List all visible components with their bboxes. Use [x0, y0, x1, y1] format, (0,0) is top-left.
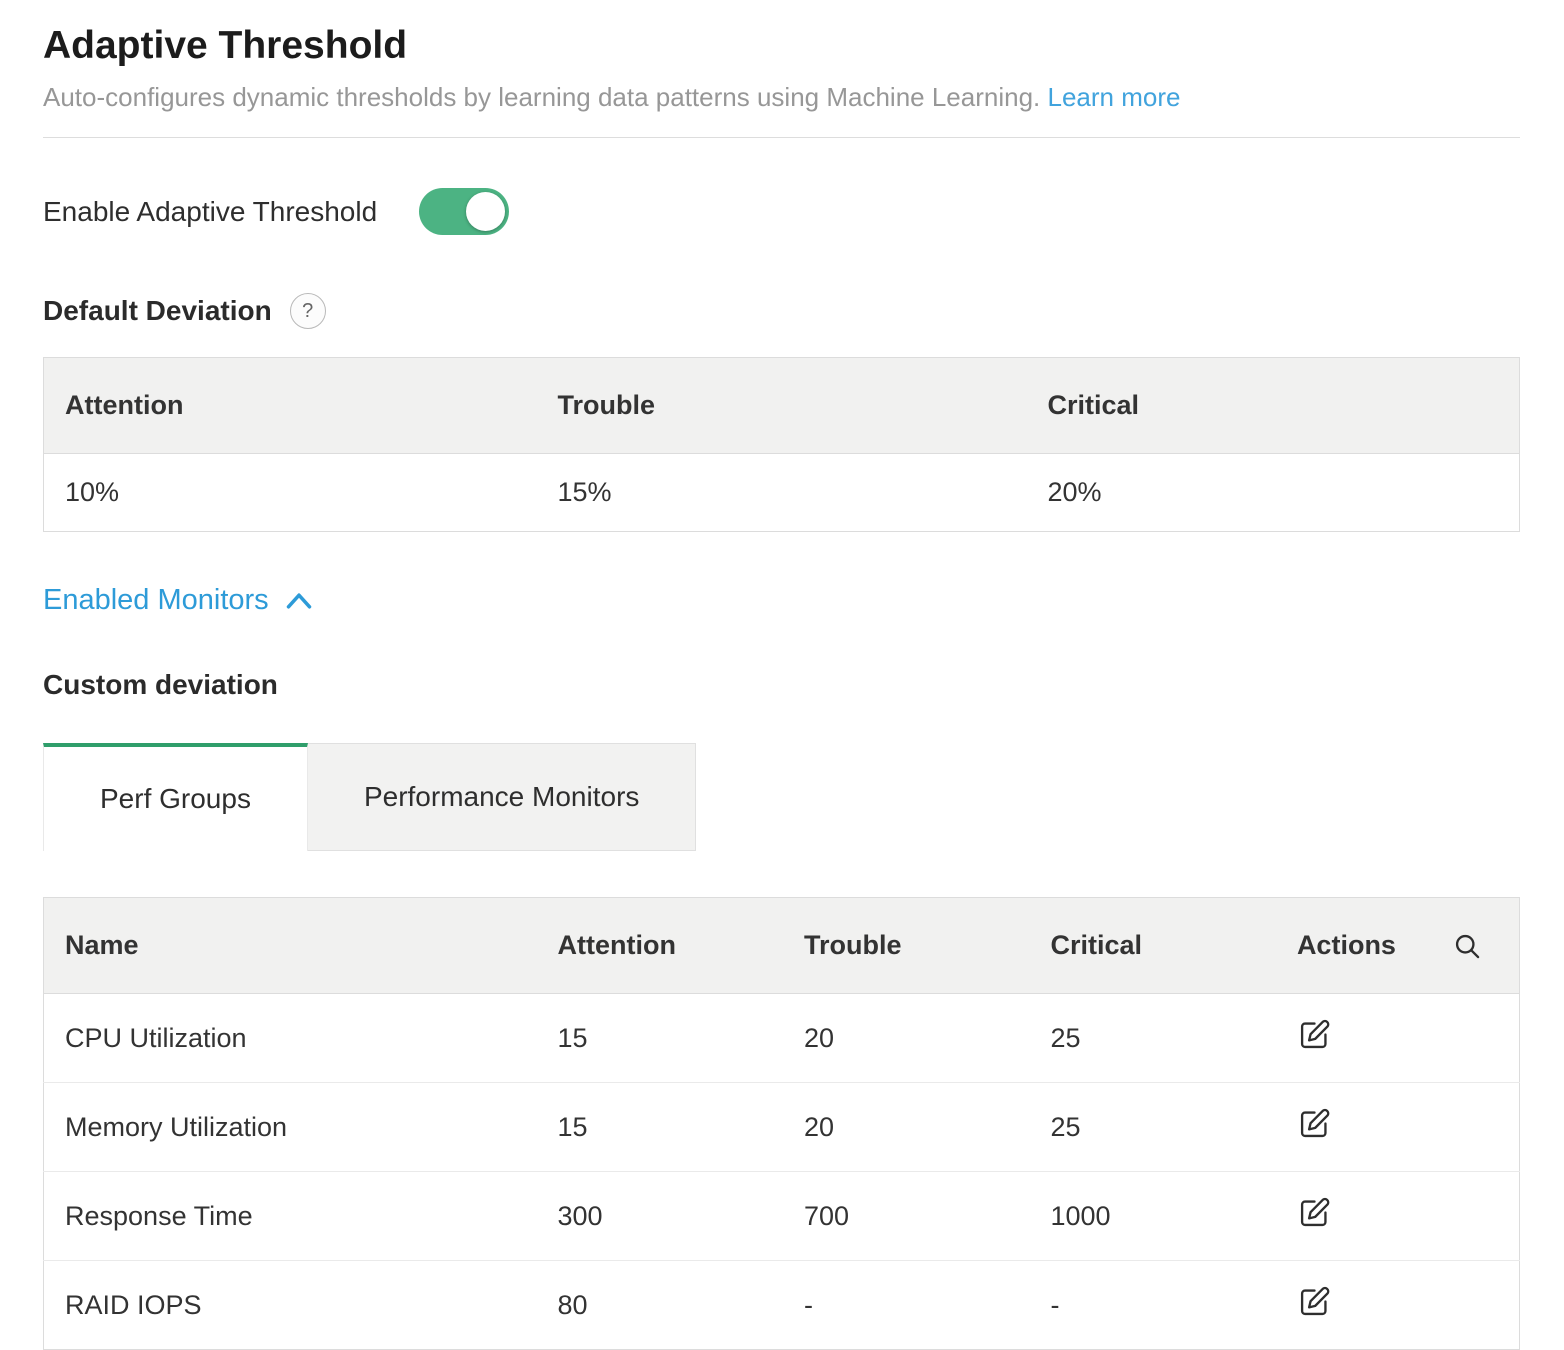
edit-icon[interactable]: [1297, 1195, 1332, 1230]
column-header-attention: Attention: [43, 357, 537, 454]
edit-icon[interactable]: [1297, 1017, 1332, 1052]
enable-toggle-row: Enable Adaptive Threshold: [43, 188, 1520, 235]
column-header-attention: Attention: [536, 897, 783, 994]
attention-value: 15: [536, 993, 783, 1083]
table-row: Response Time 300 700 1000: [43, 1171, 1520, 1261]
default-deviation-values-row: 10% 15% 20%: [43, 453, 1520, 532]
critical-value: 25: [1029, 993, 1276, 1083]
chevron-up-icon: [285, 590, 313, 612]
tab-performance-monitors[interactable]: Performance Monitors: [307, 743, 697, 851]
table-row: CPU Utilization 15 20 25: [43, 993, 1520, 1083]
trouble-value: 20: [782, 1082, 1030, 1172]
attention-value: 10%: [43, 453, 537, 532]
trouble-value: 700: [782, 1171, 1030, 1261]
monitor-name: RAID IOPS: [43, 1260, 537, 1350]
table-row: Memory Utilization 15 20 25: [43, 1082, 1520, 1172]
tab-perf-groups[interactable]: Perf Groups: [43, 743, 308, 851]
column-header-actions: Actions: [1296, 930, 1396, 960]
critical-value: 25: [1029, 1082, 1276, 1172]
critical-value: 20%: [1026, 453, 1520, 532]
attention-value: 80: [536, 1260, 783, 1350]
default-deviation-header: Default Deviation ?: [43, 293, 1520, 329]
column-header-trouble: Trouble: [782, 897, 1030, 994]
default-deviation-table: Attention Trouble Critical 10% 15% 20%: [43, 357, 1520, 532]
attention-value: 15: [536, 1082, 783, 1172]
custom-deviation-title: Custom deviation: [43, 669, 278, 700]
search-icon[interactable]: [1453, 932, 1481, 960]
trouble-value: 20: [782, 993, 1030, 1083]
custom-deviation-table: Name Attention Trouble Critical Actions: [43, 897, 1520, 1350]
trouble-value: 15%: [536, 453, 1027, 532]
toggle-knob: [466, 192, 506, 231]
page-subtitle: Auto-configures dynamic thresholds by le…: [43, 82, 1520, 138]
column-header-name: Name: [43, 897, 537, 994]
enabled-monitors-toggle[interactable]: Enabled Monitors: [43, 584, 313, 617]
column-header-critical: Critical: [1029, 897, 1276, 994]
monitor-name: Memory Utilization: [43, 1082, 537, 1172]
learn-more-link[interactable]: Learn more: [1047, 82, 1181, 112]
adaptive-threshold-toggle[interactable]: [419, 188, 510, 235]
enable-toggle-label: Enable Adaptive Threshold: [43, 195, 378, 227]
default-deviation-header-row: Attention Trouble Critical: [43, 357, 1520, 454]
monitor-name: CPU Utilization: [43, 993, 537, 1083]
edit-icon[interactable]: [1297, 1284, 1332, 1319]
table-row: RAID IOPS 80 - -: [43, 1260, 1520, 1350]
critical-value: 1000: [1029, 1171, 1276, 1261]
critical-value: -: [1029, 1260, 1276, 1350]
edit-icon[interactable]: [1297, 1106, 1332, 1141]
custom-deviation-header-row: Name Attention Trouble Critical Actions: [43, 897, 1520, 994]
trouble-value: -: [782, 1260, 1030, 1350]
column-header-trouble: Trouble: [536, 357, 1027, 454]
monitor-name: Response Time: [43, 1171, 537, 1261]
enabled-monitors-label: Enabled Monitors: [43, 584, 269, 616]
help-icon[interactable]: ?: [289, 293, 326, 329]
custom-deviation-tabs: Perf Groups Performance Monitors: [43, 743, 1520, 851]
subtitle-text: Auto-configures dynamic thresholds by le…: [43, 82, 1041, 112]
column-header-critical: Critical: [1026, 357, 1520, 454]
default-deviation-title: Default Deviation: [43, 295, 272, 326]
page-title: Adaptive Threshold: [43, 24, 408, 67]
attention-value: 300: [536, 1171, 783, 1261]
